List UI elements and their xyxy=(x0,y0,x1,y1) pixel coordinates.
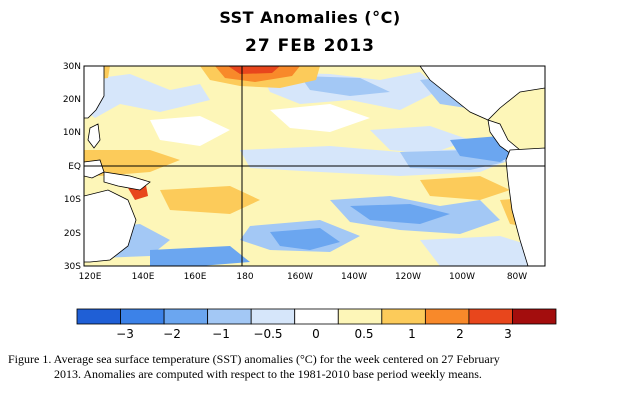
colorbar-swatch xyxy=(381,308,426,325)
anomaly-patch-cool xyxy=(150,116,230,146)
lat-label: 30N xyxy=(63,62,81,72)
lon-label: 120W xyxy=(395,272,421,282)
colorbar-swatch xyxy=(250,308,296,325)
anomaly-patch-cool xyxy=(270,104,370,132)
lon-label: 140E xyxy=(132,272,155,282)
land-australia xyxy=(84,189,137,263)
colorbar-labels: −3 −2 −1 −0.5 0 0.5 1 2 3 xyxy=(116,327,512,341)
anomaly-patch-warm xyxy=(84,150,180,176)
anomaly-field xyxy=(84,66,545,266)
colorbar-swatch xyxy=(424,308,470,325)
chart-title: SST Anomalies (°C) xyxy=(219,8,401,27)
land-north-america xyxy=(419,66,545,121)
sst-map: 30N 20N 10N EQ 10S 20S 30S 120E 140E 160… xyxy=(63,62,557,341)
land-south-america xyxy=(505,147,545,266)
figure-caption: Figure 1. Average sea surface temperatur… xyxy=(8,352,612,382)
land-philippines xyxy=(87,123,101,149)
colorbar-label: −2 xyxy=(163,327,181,341)
lat-axis: 30N 20N 10N EQ 10S 20S 30S xyxy=(63,62,81,272)
colorbar-label: −3 xyxy=(116,327,134,341)
chart-subtitle: 27 FEB 2013 xyxy=(245,36,375,56)
lat-label: EQ xyxy=(68,162,81,172)
anomaly-patch-cool xyxy=(270,228,340,250)
lat-label: 10N xyxy=(63,128,81,138)
lon-label: 180 xyxy=(236,272,253,282)
lon-label: 160E xyxy=(184,272,207,282)
colorbar-swatch xyxy=(163,308,209,325)
colorbar-swatch xyxy=(468,308,513,325)
lon-label: 100W xyxy=(449,272,475,282)
caption-line-2: 2013. Anomalies are computed with respec… xyxy=(54,367,482,381)
lat-label: 20S xyxy=(64,229,81,239)
lon-axis: 120E 140E 160E 180 160W 140W 120W 100W 8… xyxy=(79,272,528,282)
colorbar xyxy=(76,308,557,325)
caption-line-1: Figure 1. Average sea surface temperatur… xyxy=(8,352,500,366)
colorbar-label: 0.5 xyxy=(354,327,373,341)
anomaly-patch-warm xyxy=(420,176,510,200)
land-asia xyxy=(84,66,105,119)
colorbar-swatch xyxy=(337,308,383,325)
colorbar-swatch xyxy=(207,308,252,325)
anomaly-patch-warm xyxy=(228,66,280,74)
colorbar-label: −1 xyxy=(212,327,230,341)
colorbar-swatch xyxy=(294,308,339,325)
colorbar-label: 1 xyxy=(408,327,416,341)
colorbar-label: 3 xyxy=(504,327,512,341)
lon-label: 160W xyxy=(287,272,313,282)
lat-label: 10S xyxy=(64,195,81,205)
lon-label: 80W xyxy=(507,272,527,282)
anomaly-patch-warm xyxy=(160,186,260,214)
land-borneo xyxy=(84,159,105,179)
colorbar-label: −0.5 xyxy=(253,327,282,341)
land-new-guinea xyxy=(103,171,151,191)
anomaly-patch-cool xyxy=(350,204,450,224)
anomaly-patch-cool xyxy=(420,236,545,266)
anomaly-patch-cool xyxy=(84,74,210,118)
colorbar-label: 0 xyxy=(312,327,320,341)
colorbar-swatch xyxy=(120,308,165,325)
lon-label: 140W xyxy=(341,272,367,282)
anomaly-patch-cool xyxy=(370,126,470,154)
colorbar-swatch xyxy=(512,308,557,325)
anomaly-patch-cool xyxy=(150,246,250,266)
colorbar-label: 2 xyxy=(456,327,464,341)
lat-label: 20N xyxy=(63,95,81,105)
lon-label: 120E xyxy=(79,272,102,282)
lat-label: 30S xyxy=(64,262,81,272)
colorbar-swatch xyxy=(76,308,121,325)
anomaly-patch-cool xyxy=(300,76,390,96)
